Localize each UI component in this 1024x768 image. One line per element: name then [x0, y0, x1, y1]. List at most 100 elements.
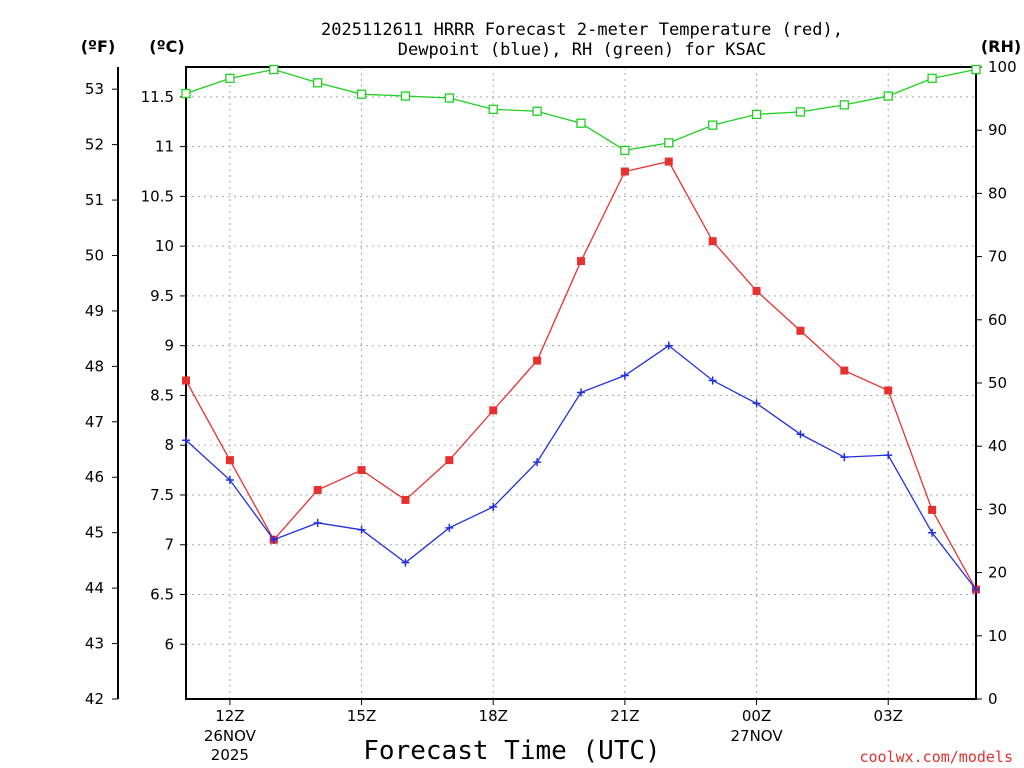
- chart-title-line2: Dewpoint (blue), RH (green) for KSAC: [398, 40, 766, 60]
- rh-tick-label: 70: [988, 248, 1007, 266]
- temperature-point: [796, 326, 805, 335]
- gridlines: [186, 67, 976, 699]
- temperature-point: [664, 157, 673, 166]
- dewpoint-point: [972, 585, 980, 594]
- series-layer: [181, 64, 981, 594]
- fahrenheit-tick-label: 43: [85, 635, 104, 653]
- temperature-line: [185, 160, 977, 590]
- temperature-point: [620, 167, 629, 176]
- rh-point: [708, 120, 718, 130]
- fahrenheit-tick-label: 51: [85, 191, 104, 209]
- dewpoint-point: [401, 558, 410, 567]
- rh-tick-label: 100: [988, 58, 1017, 76]
- temperature-point: [357, 466, 366, 475]
- rh-point: [576, 118, 586, 128]
- dewpoint-point: [884, 451, 893, 460]
- fahrenheit-tick-label: 45: [85, 524, 104, 542]
- rh-point: [269, 64, 279, 75]
- rh-point: [883, 91, 893, 101]
- temperature-point: [577, 257, 585, 266]
- temperature-point: [840, 366, 849, 375]
- celsius-tick-label: 9.5: [150, 287, 174, 305]
- celsius-unit-label: (ºC): [149, 37, 184, 56]
- rh-point: [664, 138, 674, 148]
- rh-point: [751, 109, 762, 120]
- x-date-label: 26NOV: [204, 727, 257, 745]
- x-tick-label: 12Z: [215, 707, 244, 725]
- dewpoint-point: [225, 476, 234, 485]
- x-axis-title: Forecast Time (UTC): [363, 736, 660, 766]
- celsius-tick-label: 11.5: [141, 88, 174, 106]
- rh-point: [181, 88, 191, 99]
- rh-point: [400, 91, 411, 101]
- rh-point: [927, 73, 937, 84]
- x-tick-label: 21Z: [610, 707, 639, 725]
- rh-tick-label: 50: [988, 374, 1007, 392]
- rh-tick-label: 80: [988, 184, 1007, 202]
- rh-point: [313, 78, 323, 88]
- dewpoint-point: [357, 525, 366, 534]
- fahrenheit-tick-label: 47: [85, 413, 104, 431]
- celsius-tick-label: 10: [155, 237, 174, 255]
- rh-point: [444, 93, 454, 103]
- rh-tick-label: 40: [988, 437, 1007, 455]
- rh-tick-label: 10: [988, 627, 1007, 645]
- celsius-tick-label: 11: [155, 138, 174, 156]
- temperature-point: [182, 376, 190, 385]
- celsius-tick-label: 6: [164, 635, 174, 653]
- credit-label: coolwx.com/models: [859, 748, 1013, 766]
- rh-point: [356, 89, 367, 99]
- dewpoint-point: [664, 341, 673, 350]
- fahrenheit-unit-label: (ºF): [81, 37, 116, 56]
- rh-unit-label: (RH): [981, 37, 1021, 56]
- x-date-label: 27NOV: [730, 727, 783, 745]
- fahrenheit-tick-label: 46: [85, 468, 104, 486]
- dewpoint-point: [840, 453, 849, 462]
- celsius-tick-label: 9: [164, 337, 174, 355]
- rh-point: [971, 64, 981, 75]
- rh-tick-label: 90: [988, 121, 1007, 139]
- rh-line: [185, 68, 977, 152]
- x-tick-label: 18Z: [479, 707, 508, 725]
- x-tick-label: 00Z: [742, 707, 771, 725]
- x-year-label: 2025: [211, 746, 249, 764]
- rh-point: [225, 73, 235, 84]
- temperature-point: [489, 406, 498, 415]
- dewpoint-point: [182, 436, 190, 445]
- dewpoint-point: [313, 518, 322, 527]
- celsius-tick-label: 7.5: [150, 486, 174, 504]
- rh-point: [795, 107, 806, 117]
- dewpoint-line: [185, 344, 977, 590]
- rh-tick-label: 60: [988, 311, 1007, 329]
- fahrenheit-tick-label: 49: [85, 302, 104, 320]
- x-tick-label: 15Z: [347, 707, 376, 725]
- temperature-point: [884, 386, 893, 395]
- temperature-point: [225, 456, 234, 465]
- temperature-point: [928, 505, 937, 514]
- axes: [112, 66, 982, 705]
- fahrenheit-tick-label: 44: [85, 579, 104, 597]
- celsius-tick-label: 6.5: [150, 585, 174, 603]
- dewpoint-point: [577, 388, 585, 397]
- fahrenheit-tick-label: 50: [85, 246, 104, 264]
- temperature-point: [752, 286, 761, 295]
- tick-labels: 42 43 44 45 46 47 48 49 50 51 52 53 6 6.5 7 7.5 8 8.5 9 9.5…: [85, 58, 1017, 764]
- dewpoint-point: [752, 399, 761, 408]
- fahrenheit-tick-label: 53: [85, 80, 104, 98]
- dewpoint-point: [620, 371, 629, 380]
- rh-point: [620, 145, 630, 156]
- fahrenheit-tick-label: 42: [85, 690, 104, 708]
- rh-point: [532, 106, 542, 116]
- dewpoint-point: [489, 502, 498, 511]
- temperature-point: [313, 485, 322, 494]
- celsius-tick-label: 10.5: [141, 187, 174, 205]
- rh-point: [839, 100, 849, 110]
- temperature-point: [533, 356, 542, 365]
- rh-tick-label: 20: [988, 564, 1007, 582]
- fahrenheit-tick-label: 52: [85, 136, 104, 154]
- dewpoint-point: [796, 430, 805, 439]
- dewpoint-point: [445, 523, 454, 532]
- fahrenheit-tick-label: 48: [85, 357, 104, 375]
- dewpoint-point: [269, 535, 278, 544]
